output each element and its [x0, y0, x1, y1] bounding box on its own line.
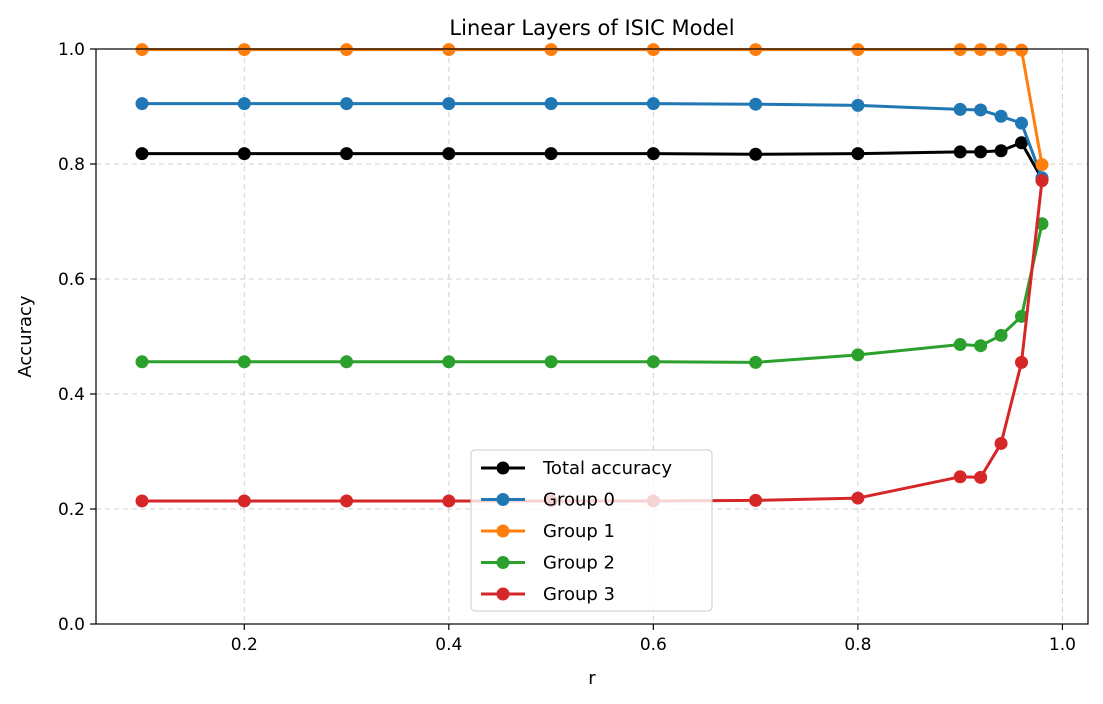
y-tick-label: 1.0 — [58, 40, 85, 60]
data-point — [1015, 309, 1029, 323]
data-point — [1015, 355, 1029, 369]
x-tick-label: 0.2 — [231, 635, 258, 655]
legend-label: Group 3 — [543, 584, 615, 605]
x-axis: 0.2 0.4 0.6 0.8 1.0 — [231, 624, 1076, 655]
legend-item: Group 3 — [481, 584, 615, 605]
legend-item: Group 2 — [481, 553, 615, 574]
data-point — [1015, 136, 1029, 150]
data-point — [974, 470, 988, 484]
plot-frame — [95, 48, 1089, 625]
data-point — [340, 355, 354, 369]
data-point — [544, 355, 558, 369]
y-tick-label: 0.0 — [58, 615, 85, 635]
data-point — [340, 97, 354, 111]
data-point — [135, 147, 149, 161]
data-point — [1035, 158, 1049, 172]
data-point — [646, 97, 660, 111]
legend-item: Total accuracy — [481, 458, 672, 479]
legend-item: Group 1 — [481, 521, 615, 542]
legend: Total accuracy Group 0 Group 1 Group 2 Group… — [470, 449, 713, 612]
y-axis: 0.0 0.2 0.4 0.6 0.8 1.0 — [58, 40, 96, 635]
data-point — [994, 144, 1008, 158]
data-point — [1035, 174, 1049, 188]
data-point — [1015, 43, 1029, 57]
data-point — [953, 102, 967, 116]
series-1 — [135, 97, 1049, 185]
data-point — [749, 493, 763, 507]
x-tick-label: 0.4 — [435, 635, 462, 655]
y-axis-label: Accuracy — [15, 295, 36, 378]
data-point — [994, 328, 1008, 342]
data-point — [749, 147, 763, 161]
legend-label: Group 2 — [543, 553, 615, 574]
data-point — [994, 109, 1008, 123]
legend-item: Group 0 — [481, 490, 615, 511]
data-point — [237, 97, 251, 111]
series-layer — [135, 43, 1049, 508]
data-point — [646, 147, 660, 161]
data-point — [1015, 116, 1029, 130]
data-point — [974, 339, 988, 353]
data-point — [646, 355, 660, 369]
series-0 — [135, 136, 1049, 186]
legend-marker — [496, 493, 510, 506]
data-point — [953, 338, 967, 352]
x-axis-label: r — [588, 668, 596, 689]
legend-label: Total accuracy — [542, 458, 672, 479]
data-point — [851, 348, 865, 362]
x-tick-label: 0.8 — [844, 635, 871, 655]
data-point — [237, 355, 251, 369]
data-point — [442, 97, 456, 111]
data-point — [749, 355, 763, 369]
data-point — [135, 355, 149, 369]
data-point — [749, 97, 763, 111]
legend-marker — [496, 556, 510, 569]
data-point — [442, 494, 456, 508]
data-point — [340, 147, 354, 161]
x-tick-label: 0.6 — [640, 635, 667, 655]
data-point — [851, 98, 865, 112]
data-point — [442, 147, 456, 161]
data-point — [544, 147, 558, 161]
data-point — [994, 436, 1008, 450]
legend-label: Group 1 — [543, 521, 615, 542]
data-point — [237, 147, 251, 161]
data-point — [237, 494, 251, 508]
data-point — [974, 145, 988, 159]
data-point — [953, 470, 967, 484]
y-tick-label: 0.8 — [58, 155, 85, 175]
x-tick-label: 1.0 — [1049, 635, 1076, 655]
legend-marker — [496, 524, 510, 538]
data-point — [974, 103, 988, 117]
data-point — [135, 494, 149, 508]
legend-marker — [496, 587, 510, 601]
data-point — [953, 145, 967, 159]
y-tick-label: 0.2 — [58, 500, 85, 520]
legend-box — [470, 449, 713, 612]
legend-label: Group 0 — [543, 490, 615, 511]
data-point — [544, 97, 558, 111]
legend-marker — [496, 461, 510, 475]
y-tick-label: 0.6 — [58, 270, 85, 290]
y-tick-label: 0.4 — [58, 385, 85, 405]
data-point — [851, 491, 865, 505]
chart-title: Linear Layers of ISIC Model — [449, 16, 734, 40]
data-point — [340, 494, 354, 508]
data-point — [442, 355, 456, 369]
data-point — [135, 97, 149, 111]
data-point — [851, 147, 865, 161]
